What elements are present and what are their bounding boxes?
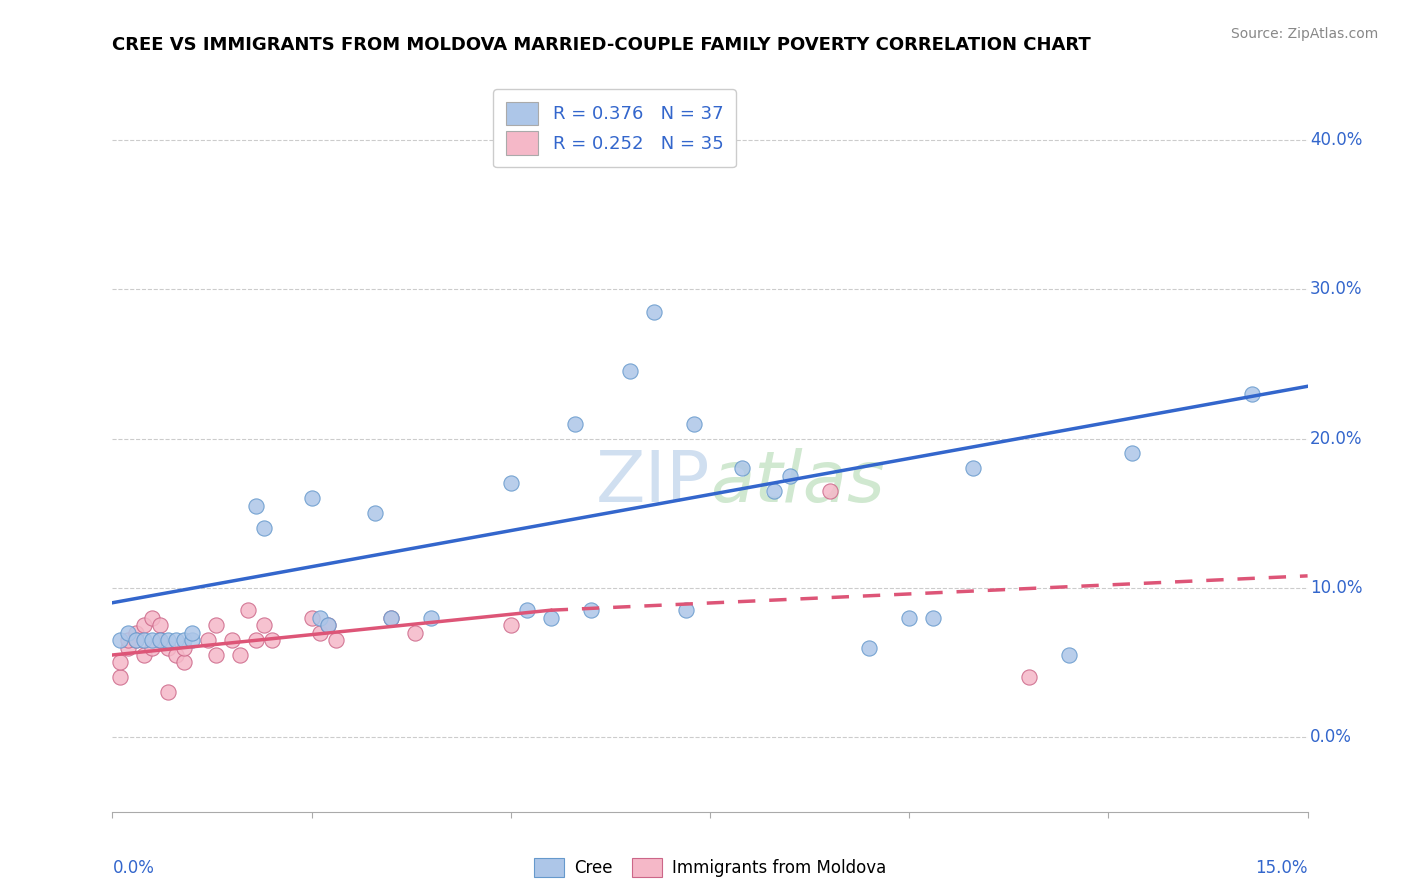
- Point: [205, 648, 228, 662]
- Point: [1057, 648, 1080, 662]
- Point: [165, 648, 187, 662]
- Point: [157, 685, 180, 699]
- Point: [141, 610, 163, 624]
- Point: [134, 618, 156, 632]
- Point: [117, 625, 139, 640]
- Point: [134, 648, 156, 662]
- Point: [404, 625, 426, 640]
- Point: [540, 610, 562, 624]
- Legend: Cree, Immigrants from Moldova: Cree, Immigrants from Moldova: [527, 851, 893, 884]
- Point: [117, 640, 139, 655]
- Point: [779, 468, 801, 483]
- Text: ZIP: ZIP: [596, 448, 710, 517]
- Point: [962, 461, 984, 475]
- Point: [110, 656, 132, 670]
- Point: [141, 633, 163, 648]
- Point: [245, 499, 267, 513]
- Point: [117, 633, 139, 648]
- Text: 10.0%: 10.0%: [1310, 579, 1362, 597]
- Point: [1240, 386, 1263, 401]
- Point: [643, 304, 665, 318]
- Point: [110, 670, 132, 684]
- Text: 0.0%: 0.0%: [1310, 728, 1351, 746]
- Point: [308, 625, 330, 640]
- Point: [260, 633, 283, 648]
- Point: [173, 656, 195, 670]
- Point: [125, 633, 148, 648]
- Point: [499, 618, 522, 632]
- Point: [1018, 670, 1040, 684]
- Point: [205, 618, 228, 632]
- Point: [564, 417, 586, 431]
- Point: [125, 633, 148, 648]
- Text: 40.0%: 40.0%: [1310, 131, 1362, 149]
- Point: [253, 521, 276, 535]
- Point: [157, 640, 180, 655]
- Text: atlas: atlas: [710, 448, 884, 517]
- Text: CREE VS IMMIGRANTS FROM MOLDOVA MARRIED-COUPLE FAMILY POVERTY CORRELATION CHART: CREE VS IMMIGRANTS FROM MOLDOVA MARRIED-…: [112, 36, 1091, 54]
- Point: [619, 364, 641, 378]
- Point: [1121, 446, 1143, 460]
- Point: [110, 633, 132, 648]
- Text: 30.0%: 30.0%: [1310, 280, 1362, 298]
- Point: [125, 625, 148, 640]
- Point: [165, 633, 187, 648]
- Text: 15.0%: 15.0%: [1256, 859, 1308, 877]
- Point: [173, 633, 195, 648]
- Point: [731, 461, 754, 475]
- Point: [316, 618, 339, 632]
- Point: [134, 633, 156, 648]
- Point: [380, 610, 402, 624]
- Point: [675, 603, 697, 617]
- Point: [380, 610, 402, 624]
- Point: [579, 603, 602, 617]
- Point: [499, 476, 522, 491]
- Point: [229, 648, 252, 662]
- Point: [141, 640, 163, 655]
- Text: 0.0%: 0.0%: [112, 859, 155, 877]
- Point: [762, 483, 785, 498]
- Point: [516, 603, 538, 617]
- Point: [181, 625, 204, 640]
- Point: [898, 610, 921, 624]
- Point: [197, 633, 219, 648]
- Point: [364, 506, 387, 520]
- Point: [683, 417, 706, 431]
- Text: 20.0%: 20.0%: [1310, 430, 1362, 448]
- Point: [181, 633, 204, 648]
- Text: Source: ZipAtlas.com: Source: ZipAtlas.com: [1230, 27, 1378, 41]
- Point: [173, 640, 195, 655]
- Point: [149, 633, 172, 648]
- Point: [236, 603, 259, 617]
- Point: [221, 633, 243, 648]
- Point: [818, 483, 841, 498]
- Point: [420, 610, 443, 624]
- Point: [157, 633, 180, 648]
- Point: [149, 618, 172, 632]
- Point: [922, 610, 945, 624]
- Point: [325, 633, 347, 648]
- Point: [316, 618, 339, 632]
- Point: [301, 610, 323, 624]
- Point: [149, 633, 172, 648]
- Point: [245, 633, 267, 648]
- Point: [858, 640, 880, 655]
- Point: [301, 491, 323, 506]
- Point: [253, 618, 276, 632]
- Point: [308, 610, 330, 624]
